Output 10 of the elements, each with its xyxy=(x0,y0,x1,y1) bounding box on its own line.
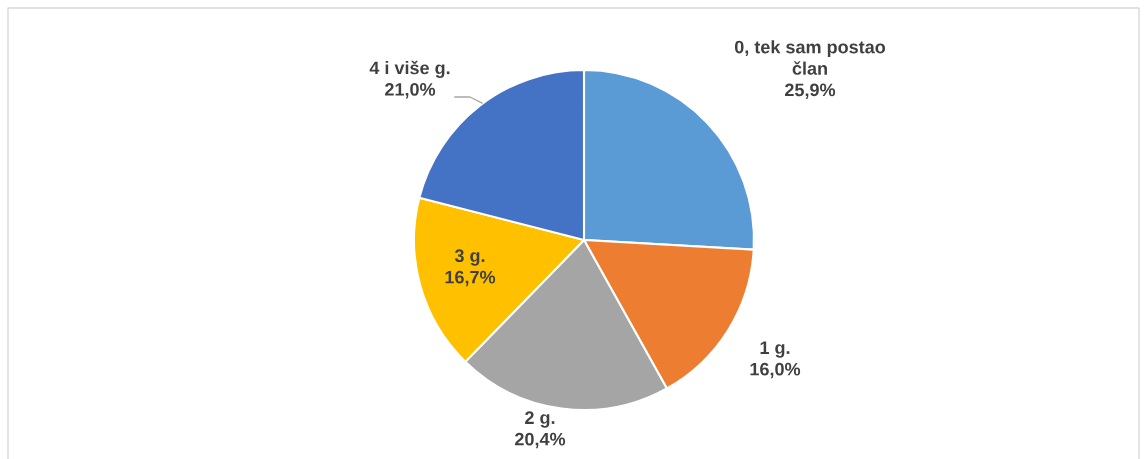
slice-label: 4 i više g. xyxy=(369,60,450,78)
data-label: 21,0% xyxy=(385,83,436,99)
data-label: 25,9% xyxy=(785,83,836,99)
data-label: 16,7% xyxy=(445,270,496,287)
data-label: 16,0% xyxy=(750,362,801,379)
data-label: 20,4% xyxy=(515,432,566,449)
slice-label: 1 g. xyxy=(760,341,790,358)
slice-label: 3 g. xyxy=(454,249,485,266)
slice-label: 0, tek sam postao član xyxy=(734,40,886,75)
slice-label: 2 g. xyxy=(525,411,555,428)
